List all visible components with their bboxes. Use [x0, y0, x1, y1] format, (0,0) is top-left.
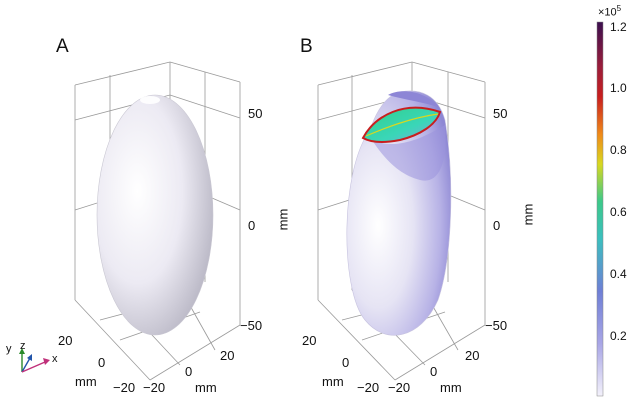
colorbar-tick: 0.2: [610, 329, 627, 343]
panel-b-x-tick-right: 20: [465, 348, 480, 363]
panel-b-fracture-edge: [365, 113, 439, 137]
panel-b-grid-line: [317, 299, 396, 381]
panel-a-x-unit: mm: [195, 380, 217, 395]
triad-z-label: z: [20, 340, 26, 352]
triad-z-arrow: [21, 357, 31, 373]
triad-z-arrowhead: [27, 354, 32, 361]
colorbar-exponent: ×105: [598, 4, 622, 19]
panel-a-grid-line: [169, 94, 241, 119]
panel-b-grid-line: [394, 324, 486, 381]
panel-a-y-tick-bottom: −20: [113, 380, 136, 395]
panel-a-x-tick-mid: 0: [185, 364, 193, 379]
triad-y-label: y: [6, 343, 12, 355]
panel-b-x-unit: mm: [440, 380, 462, 395]
panel-a-y-unit: mm: [75, 374, 97, 389]
panel-b-y-tick-top: 20: [302, 333, 317, 348]
panel-b-grid-line: [411, 61, 486, 83]
panel-a-z-tick-top: 50: [248, 106, 263, 121]
panel-a-grid-line: [149, 324, 241, 381]
triad-y-arrowhead: [19, 348, 25, 354]
triad-x-arrow: [21, 361, 46, 373]
panel-b-y-unit: mm: [322, 374, 344, 389]
panel-a-shell: [96, 94, 214, 336]
panel-b-z-unit: mm: [520, 203, 536, 226]
panel-b-ellipsoid: [346, 90, 452, 336]
colorbar-tick: 1.2: [610, 20, 627, 34]
panel-b-y-tick-mid: 0: [342, 355, 350, 370]
panel-a-grid-line: [74, 299, 151, 381]
panel-b-z-tick-bottom: −50: [485, 318, 508, 333]
panel-a-ellipsoid: [96, 94, 214, 336]
panel-b-fracture-band: [361, 106, 442, 144]
panel-a-z-tick-bottom: −50: [240, 318, 263, 333]
panel-b-x-tick-mid: 0: [430, 364, 438, 379]
panel-a-highlight: [140, 96, 160, 104]
axis-triad: [19, 348, 50, 373]
panel-a-grid-line: [74, 61, 171, 86]
panel-b-x-tick-left: −20: [388, 380, 411, 395]
panel-a-x-tick-left: −20: [143, 380, 166, 395]
panel-b-grid-line: [317, 61, 413, 86]
colorbar-tick: 0.8: [610, 143, 627, 157]
colorbar-gradient: [596, 21, 604, 397]
panel-a-x-tick-right: 20: [220, 348, 235, 363]
triad-x-label: x: [52, 353, 58, 365]
panel-b-label: B: [300, 36, 313, 57]
panel-b-z-tick-top: 50: [493, 106, 508, 121]
panel-a-z-unit: mm: [275, 208, 291, 231]
panel-a-z-tick-mid: 0: [248, 218, 256, 233]
triad-x-arrowhead: [43, 358, 50, 365]
panel-a-y-tick-top: 20: [58, 333, 73, 348]
colorbar-tick: 1.0: [610, 81, 627, 95]
panel-b-z-tick-mid: 0: [493, 218, 501, 233]
panel-b-y-tick-bottom: −20: [357, 380, 380, 395]
colorbar-tick: 0.4: [610, 267, 627, 281]
panel-a-grid-line: [169, 61, 241, 83]
panel-a-label: A: [56, 36, 69, 57]
panel-b-cap-top: [388, 91, 440, 108]
colorbar-tick: 0.6: [610, 205, 627, 219]
panel-b-stress-zone: [372, 125, 446, 181]
panel-a-y-tick-mid: 0: [98, 355, 106, 370]
